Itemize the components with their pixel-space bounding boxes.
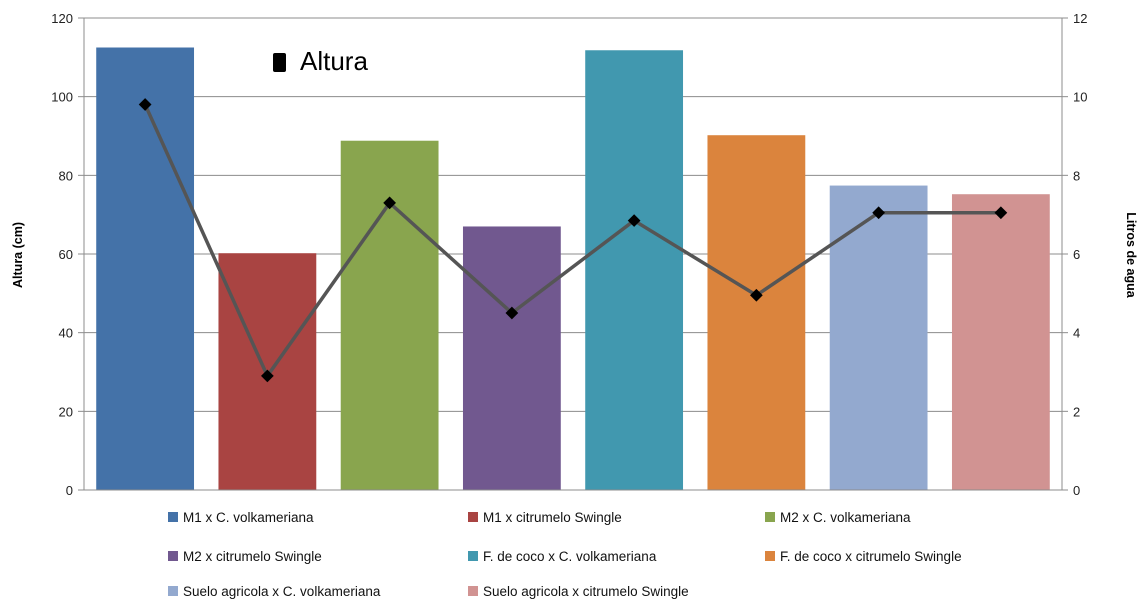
legend-swatch [765, 551, 775, 561]
bar [707, 135, 806, 491]
y-axis-right-tick-label: 10 [1073, 90, 1087, 105]
y-axis-left-tick-label: 80 [59, 168, 73, 183]
line-point-marker [383, 196, 396, 210]
y-axis-left-tick-label: 100 [51, 90, 73, 105]
legend-swatch [468, 512, 478, 522]
y-axis-left-tick-label: 40 [59, 326, 73, 341]
y-axis-left-tick-label: 20 [59, 404, 73, 419]
chart-inline-label: Altura [273, 46, 368, 76]
y-axis-right-title: Litros de agua [1124, 212, 1138, 298]
legend-label: Suelo agricola x C. volkameriana [183, 584, 381, 599]
y-axis-right-tick-label: 12 [1073, 11, 1087, 26]
legend-label: Suelo agricola x citrumelo Swingle [483, 584, 689, 599]
y-axis-left-tick-label: 0 [66, 483, 73, 498]
line-point-marker [261, 369, 274, 383]
legend-swatch [468, 586, 478, 596]
y-axis-right-tick-label: 0 [1073, 483, 1080, 498]
y-axis-right-tick-label: 2 [1073, 404, 1080, 419]
y-axis-left-tick-label: 60 [59, 247, 73, 262]
line-point-marker [138, 98, 152, 111]
legend-label: M1 x citrumelo Swingle [483, 510, 622, 525]
legend-swatch [168, 551, 178, 561]
y-axis-right-ticks: 0 2 4 6 8 10 12 [1062, 11, 1087, 498]
legend: M1 x C. volkameriana M1 x citrumelo Swing… [168, 510, 962, 599]
y-axis-left-title: Altura (cm) [11, 222, 25, 288]
legend-label: F. de coco x C. volkameriana [483, 549, 657, 564]
bar [829, 185, 928, 490]
bar [462, 226, 561, 490]
legend-swatch [765, 512, 775, 522]
legend-label: M2 x C. volkameriana [780, 510, 911, 525]
y-axis-left-tick-label: 120 [51, 11, 73, 26]
y-axis-right-tick-label: 8 [1073, 168, 1080, 183]
bar [951, 194, 1050, 491]
bar [585, 50, 684, 491]
legend-swatch [168, 586, 178, 596]
chart-inline-label-swatch [273, 53, 286, 72]
y-axis-left-ticks: 0 20 40 60 80 100 120 [51, 11, 84, 498]
bar [96, 47, 195, 490]
legend-label: F. de coco x citrumelo Swingle [780, 549, 962, 564]
line-series-path [143, 103, 1001, 378]
legend-label: M1 x C. volkameriana [183, 510, 314, 525]
legend-label: M2 x citrumelo Swingle [183, 549, 322, 564]
bar [340, 140, 439, 490]
line-series [138, 98, 1008, 383]
y-axis-right-tick-label: 6 [1073, 247, 1080, 262]
y-axis-right-tick-label: 4 [1073, 326, 1080, 341]
legend-swatch [168, 512, 178, 522]
legend-swatch [468, 551, 478, 561]
bars [96, 47, 1050, 491]
chart-inline-label-text: Altura [300, 46, 368, 76]
